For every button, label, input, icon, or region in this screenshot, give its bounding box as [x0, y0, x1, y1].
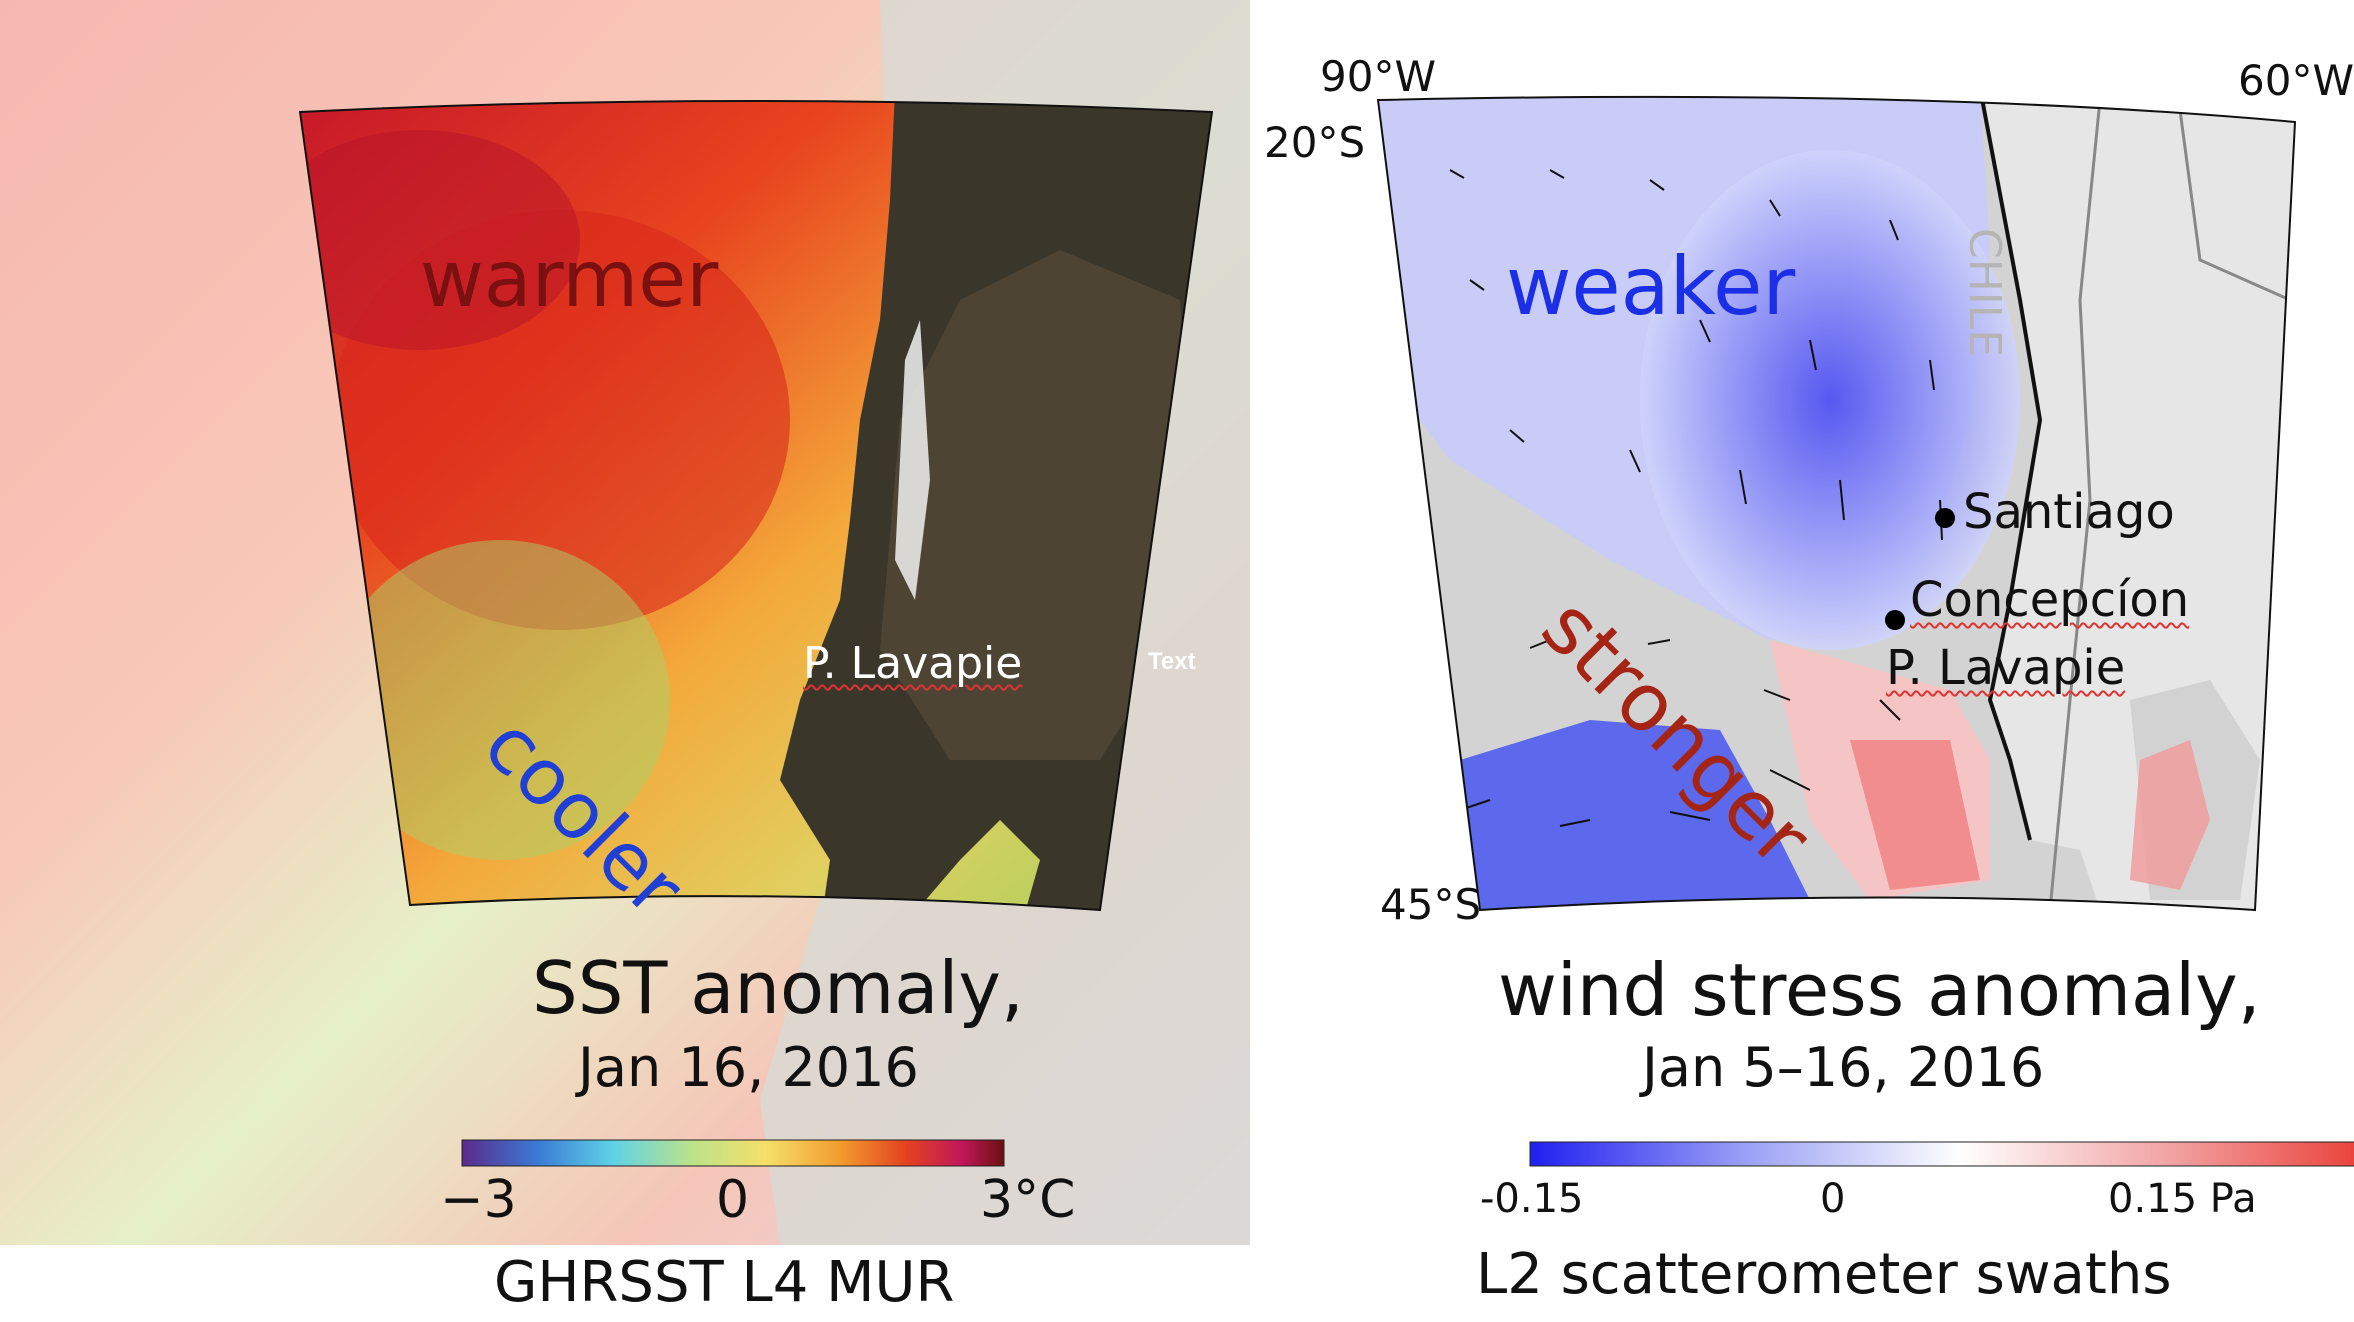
- lat-north-label: 20°S: [1264, 118, 1366, 167]
- wind-stress-map: [1376, 95, 2354, 1167]
- city-santiago: Santiago: [1963, 484, 2175, 540]
- sst-source: GHRSST L4 MUR: [494, 1250, 955, 1315]
- snow-andes: [895, 320, 930, 600]
- wind-colorbar: [1529, 1141, 2354, 1167]
- lat-south-label: 45°S: [1380, 880, 1482, 929]
- weaker-label: weaker: [1506, 240, 1796, 333]
- wind-arrows: [1449, 169, 1943, 827]
- santiago-dot: [1935, 508, 1955, 528]
- sst-sector-outline: [298, 100, 1214, 912]
- sst-title: SST anomaly,: [532, 946, 1024, 1030]
- city-concepcion: Concepcíon: [1910, 572, 2190, 628]
- sst-panel: warmer cooler P. Lavapie Text SST anomal…: [0, 0, 1250, 1315]
- wind-stress-panel: 90°W 60°W 20°S 45°S weaker stronger CHIL…: [1250, 0, 2354, 1322]
- wind-colorbar-mid: 0: [1820, 1176, 1846, 1222]
- wind-colorbar-min: -0.15: [1480, 1176, 1584, 1222]
- wind-sector-outline: [1376, 95, 2297, 912]
- weaker-south-region: [1460, 720, 1810, 910]
- wind-date: Jan 5–16, 2016: [1642, 1036, 2045, 1099]
- city-lavapie: P. Lavapie: [1886, 640, 2126, 696]
- warmer-label: warmer: [420, 235, 719, 325]
- sst-date: Jan 16, 2016: [578, 1036, 919, 1099]
- concepcion-dot: [1885, 610, 1905, 630]
- wind-colorbar-max: 0.15 Pa: [2108, 1176, 2257, 1222]
- sst-colorbar-max: 3°C: [980, 1170, 1076, 1230]
- sst-map: [0, 0, 1250, 1245]
- sst-colorbar-min: −3: [440, 1170, 517, 1230]
- lon-west-label: 90°W: [1320, 52, 1436, 101]
- wind-source: L2 scatterometer swaths: [1476, 1242, 2172, 1307]
- sst-colorbar: [461, 1139, 1005, 1167]
- chile-label: CHILE: [1959, 228, 2010, 358]
- sst-colorbar-mid: 0: [716, 1170, 750, 1230]
- lon-east-label: 60°W: [2238, 56, 2354, 105]
- wind-title: wind stress anomaly,: [1498, 948, 2261, 1032]
- lavapie-label: P. Lavapie: [803, 638, 1023, 689]
- placeholder-text: Text: [1148, 648, 1196, 675]
- coastline: [1978, 96, 2043, 841]
